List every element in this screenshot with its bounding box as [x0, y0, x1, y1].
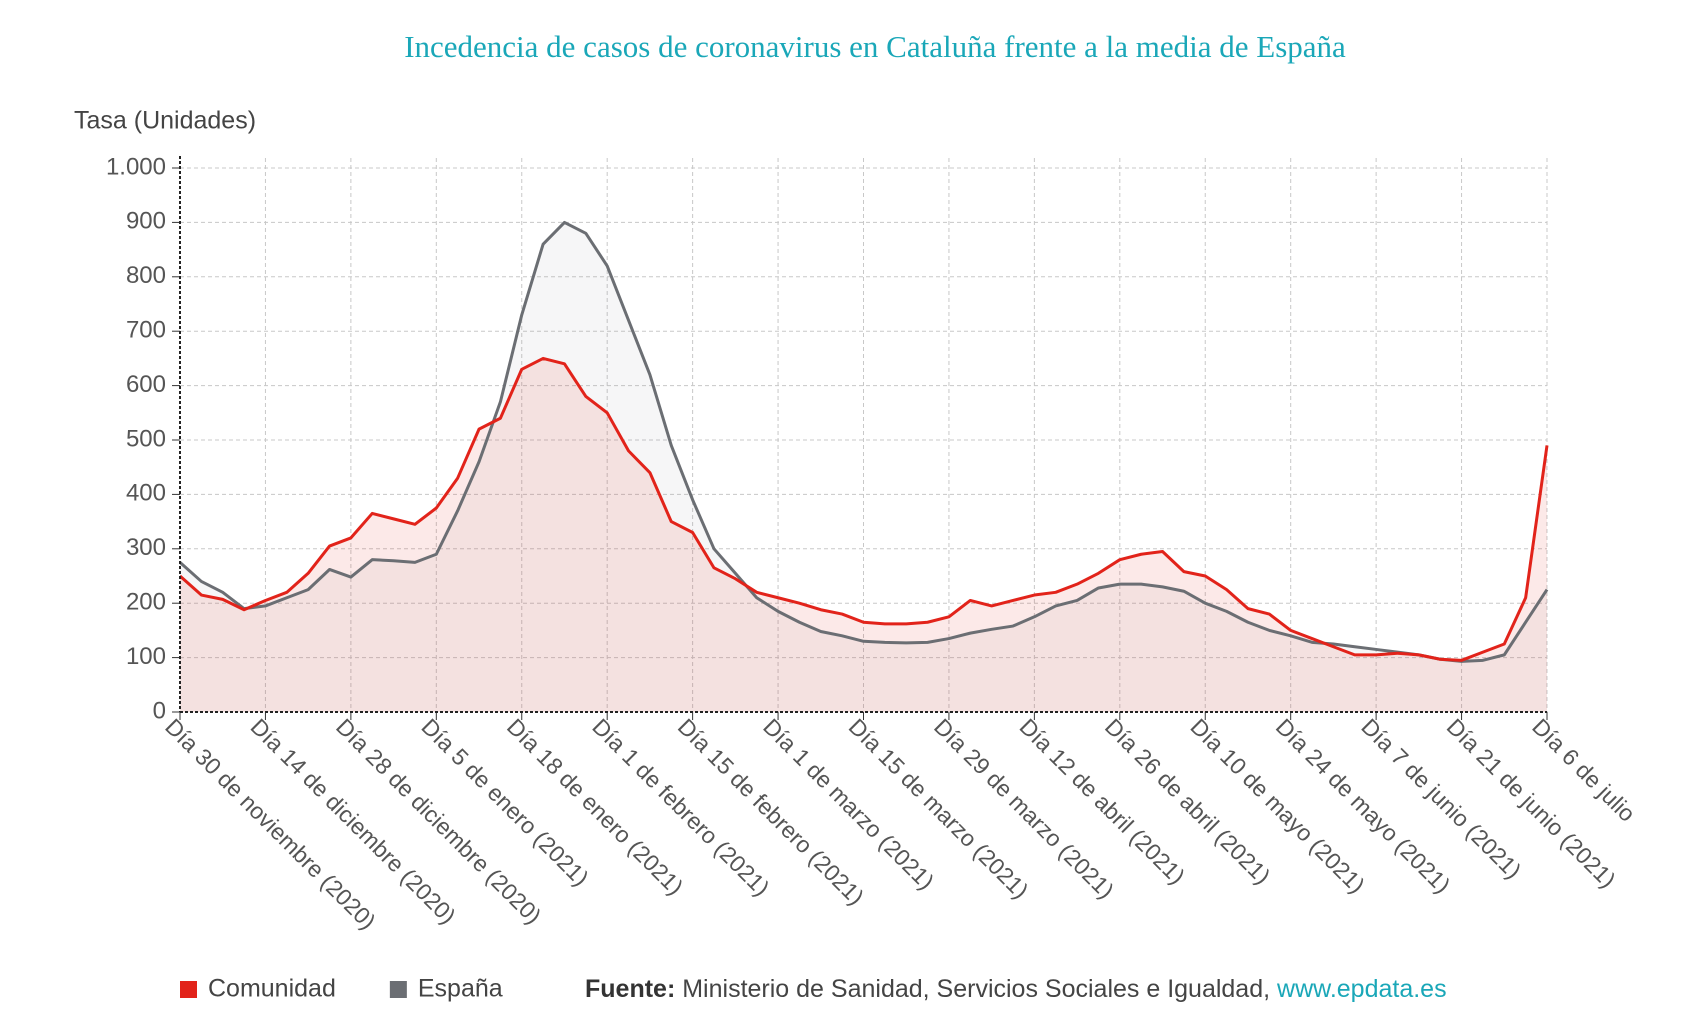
- x-tick-label: Día 10 de mayo (2021): [1185, 713, 1370, 898]
- legend-label: Comunidad: [208, 975, 336, 1003]
- y-axis-label: Tasa (Unidades): [74, 107, 256, 135]
- line: [179, 220, 1549, 663]
- x-tick-label: Día 24 de mayo (2021): [1271, 713, 1456, 898]
- y-tick-label: 500: [126, 425, 166, 452]
- source-text: Ministerio de Sanidad, Servicios Sociale…: [682, 975, 1270, 1003]
- x-tick-label: Día 1 de marzo (2021): [758, 713, 939, 894]
- legend-swatch: [180, 981, 197, 998]
- y-tick-label: 400: [126, 480, 166, 507]
- line: [179, 356, 1549, 662]
- x-tick-label: Día 18 de enero (2021): [502, 713, 689, 900]
- y-tick-label: 600: [126, 371, 166, 398]
- y-tick-label: 200: [126, 589, 166, 616]
- y-tick-label: 100: [126, 643, 166, 670]
- x-tick-label: Día 7 de junio (2021): [1356, 713, 1526, 883]
- x-tick-label: Día 1 de febrero (2021): [587, 713, 774, 900]
- legend: Comunidad España: [180, 975, 503, 1003]
- area: [180, 358, 1547, 712]
- y-tick-label: 800: [126, 262, 166, 289]
- x-tick-label: Día 26 de abril (2021): [1100, 713, 1276, 889]
- y-tick-label: 1.000: [106, 153, 166, 180]
- grid: [180, 158, 1548, 712]
- legend-swatch: [389, 981, 407, 998]
- y-tick-label: 700: [126, 317, 166, 344]
- x-tick-label: Día 21 de junio (2021): [1442, 713, 1621, 892]
- legend-label: España: [418, 975, 503, 1003]
- source-link[interactable]: www.epdata.es: [1276, 975, 1447, 1003]
- x-tick-label: Día 12 de abril (2021): [1015, 713, 1191, 889]
- chart-title: Incedencia de casos de coronavirus en Ca…: [404, 29, 1346, 64]
- x-tick-label: Día 5 de enero (2021): [416, 713, 594, 891]
- y-tick-label: 900: [126, 208, 166, 235]
- y-tick-label: 0: [153, 697, 166, 724]
- area: [180, 222, 1547, 712]
- source-label: Fuente:: [585, 975, 675, 1003]
- source: Fuente: Ministerio de Sanidad, Servicios…: [585, 975, 1447, 1003]
- y-tick-label: 300: [126, 534, 166, 561]
